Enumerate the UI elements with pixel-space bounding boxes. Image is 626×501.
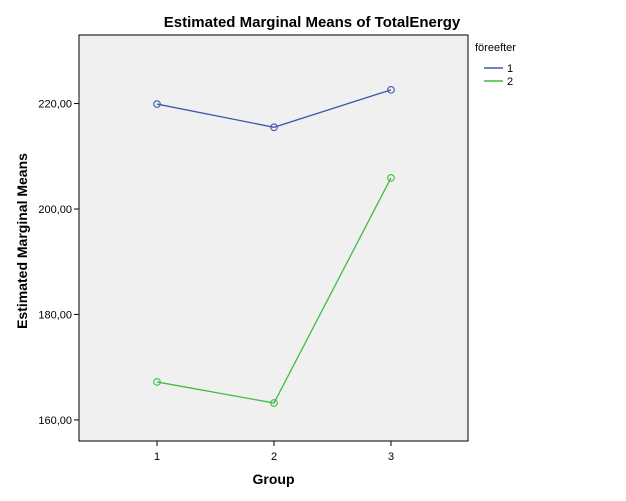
data-point (153, 100, 161, 108)
series-line-1 (156, 89, 392, 128)
x-tick-label: 3 (388, 451, 394, 463)
series-layer (153, 85, 395, 407)
plot-area (78, 34, 469, 442)
chart-title: Estimated Marginal Means of TotalEnergy (164, 14, 461, 31)
data-point (387, 85, 395, 94)
y-tick-label: 200,00 (38, 204, 72, 216)
y-axis-title: Estimated Marginal Means (14, 153, 30, 329)
data-point (270, 123, 278, 132)
data-point (270, 399, 278, 407)
legend-label: 1 (507, 63, 513, 75)
x-axis-title: Group (253, 471, 295, 487)
data-point (387, 174, 395, 182)
axis-ticks: 160,00 180,00 200,00 220,00 1 2 3 (38, 99, 394, 463)
y-tick-label: 220,00 (38, 99, 72, 111)
legend: föreefter 12 (475, 42, 516, 88)
series-line-2 (156, 177, 392, 404)
data-point (153, 378, 161, 386)
y-tick-label: 160,00 (38, 415, 72, 427)
x-tick-label: 2 (271, 451, 277, 463)
x-tick-label: 1 (154, 451, 160, 463)
legend-label: 2 (507, 76, 513, 88)
y-tick-label: 180,00 (38, 309, 72, 321)
legend-title: föreefter (475, 42, 516, 54)
